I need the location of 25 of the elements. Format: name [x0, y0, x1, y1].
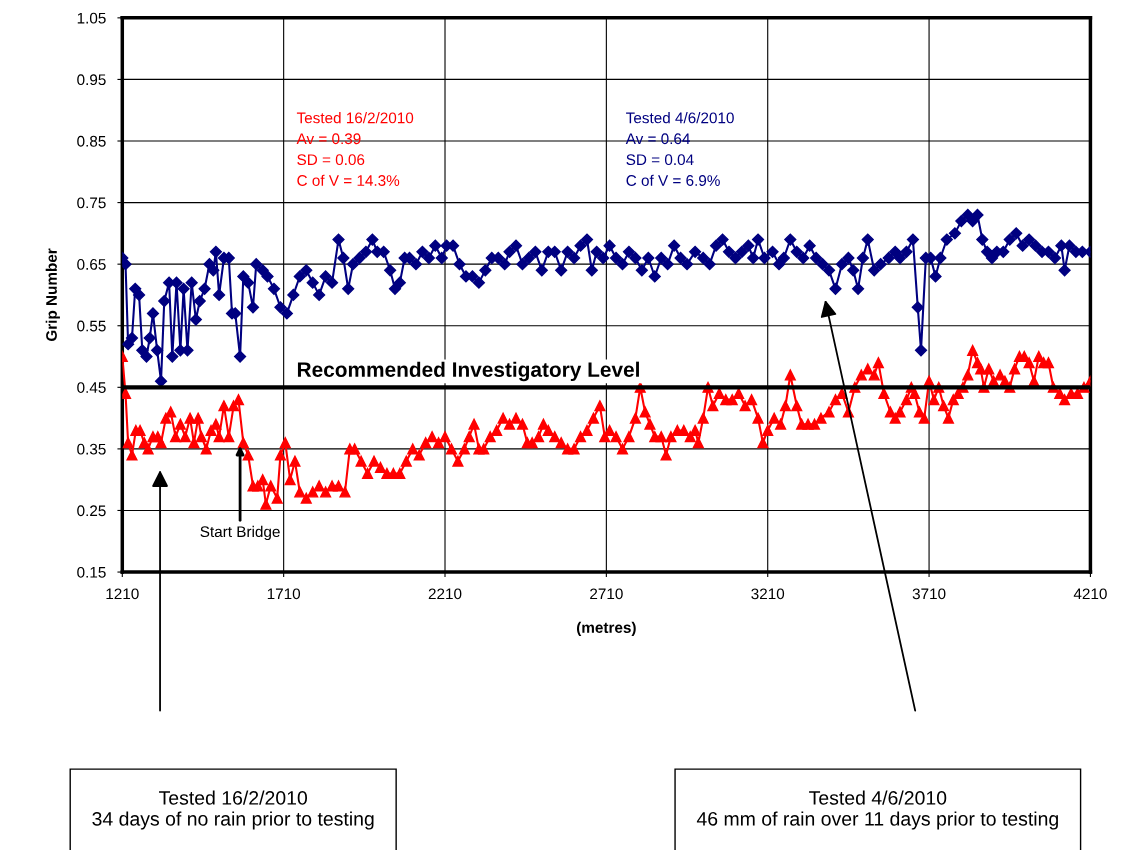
y-tick-label: 0.95: [77, 74, 106, 86]
x-axis-title: (metres): [576, 621, 636, 636]
y-tick-label: 1.05: [77, 12, 106, 24]
y-tick-label: 0.15: [77, 566, 106, 578]
text: Tested 4/6/2010 46 mm of rain over 11 days prior to testing: [696, 790, 1058, 830]
y-tick-label: 0.65: [77, 259, 106, 270]
annotation: Tested 4/6/2010 Av = 0.64 SD = 0.04 C of V = 6.9%: [625, 112, 734, 186]
text: Tested 16/2/2010 34 days of no rain prior to testing: [92, 790, 374, 830]
y-tick-label: 0.45: [77, 382, 106, 393]
x-tick-label: 4210: [1073, 588, 1107, 600]
x-tick-label: 3710: [912, 588, 946, 600]
y-tick-label: 0.35: [77, 443, 106, 455]
y-tick-label: 0.25: [77, 505, 106, 517]
annotation: Tested 16/2/2010 Av = 0.39 SD = 0.06 C of V = 14.3%: [296, 112, 414, 186]
ref-line-label: Recommended Investigatory Level: [297, 361, 639, 382]
y-tick-label: 0.85: [77, 135, 106, 147]
annotation: Start Bridge: [200, 525, 280, 541]
x-tick-label: 2210: [428, 588, 462, 600]
x-tick-label: 2710: [590, 588, 623, 600]
y-tick-label: 0.75: [77, 197, 106, 209]
x-tick-label: 1710: [267, 588, 301, 600]
x-tick-label: 3210: [751, 588, 785, 600]
y-axis-title: Grip Number: [45, 248, 60, 342]
y-tick-label: 0.55: [77, 320, 106, 332]
x-tick-label: 1210: [106, 588, 139, 600]
